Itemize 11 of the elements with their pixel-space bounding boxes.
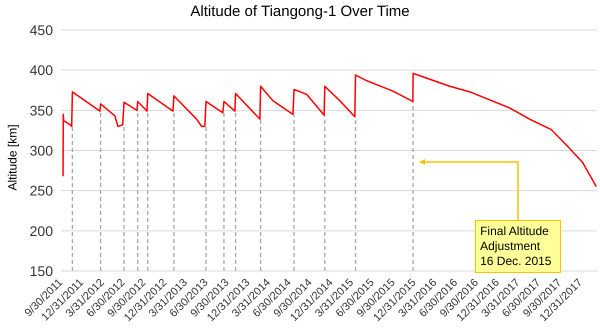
y-tick-label: 300 — [30, 142, 54, 158]
y-tick-label: 200 — [30, 222, 54, 239]
chart-title: Altitude of Tiangong-1 Over Time — [189, 3, 411, 20]
y-tick-label: 250 — [30, 182, 54, 199]
annotation: Final Altitude Adjustment 16 Dec. 2015 — [475, 220, 562, 273]
y-tick-label: 450 — [30, 22, 54, 38]
line-series — [62, 72, 597, 188]
y-tick-label: 350 — [30, 102, 54, 118]
y-tick-label: 400 — [30, 62, 54, 78]
y-tick-label: 150 — [30, 262, 54, 279]
y-axis-title: Altitude [km] — [5, 124, 20, 190]
